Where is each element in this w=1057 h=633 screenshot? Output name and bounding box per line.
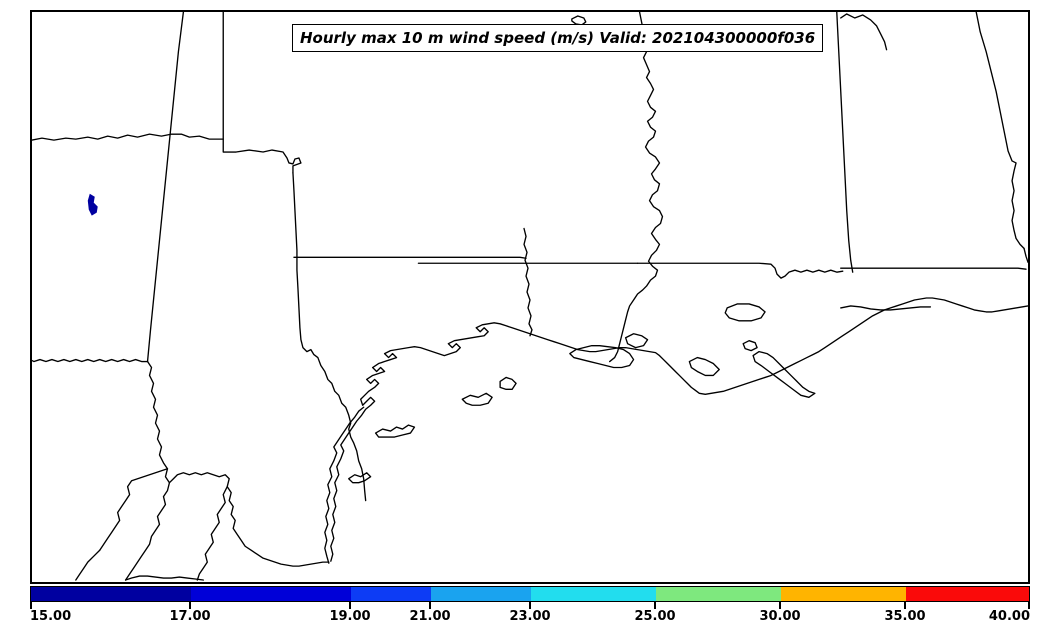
border-mississippi-alabama [836, 12, 854, 273]
colorbar-segment-23-25 [531, 587, 656, 601]
border-louisiana-texas-sabine [523, 227, 533, 337]
border-texas-oklahoma-panhandle [222, 12, 302, 174]
border-alabama-georgia [975, 12, 1025, 250]
colorbar-segment-30-35 [781, 587, 906, 601]
boundary-lines-group [32, 12, 1028, 581]
colorbar-tick-label: 15.00 [30, 609, 72, 624]
border-texas-red-river [292, 172, 367, 502]
colorbar-segment-19-21 [351, 587, 431, 601]
coastline-texas-barrier-islands [324, 406, 365, 564]
colorbar-segment-21-23 [431, 587, 531, 601]
colorbar-tick-label: 40.00 [988, 609, 1030, 624]
colorbar: 15.00 17.00 19.00 21.00 23.00 25.00 30.00 35.00… [30, 586, 1030, 633]
coastline-lake-pontchartrain [724, 303, 766, 322]
colorbar-segment-17-19 [191, 587, 351, 601]
colorbar-tick-label: 35.00 [884, 609, 926, 624]
border-alabama-florida-north [840, 267, 1027, 270]
border-mexico-state-south-line [124, 575, 204, 581]
colorbar-tick-marks [30, 602, 1030, 609]
colorbar-tick [779, 602, 781, 609]
coastline-mississippi-sound-islands [840, 305, 932, 311]
coastline-barataria-bay [688, 356, 720, 377]
map-boundaries-svg [32, 12, 1028, 581]
coastline-galveston-bay [461, 392, 493, 406]
colorbar-tick-label: 25.00 [634, 609, 676, 624]
border-usa-mexico-rio-grande [32, 358, 149, 363]
coastline-vermilion-bay [624, 333, 649, 349]
colorbar-tick-label: 23.00 [509, 609, 551, 624]
border-florida-panhandle-edge [1023, 247, 1028, 263]
colorbar-tick [349, 602, 351, 609]
coastline-mississippi-delta [752, 350, 816, 398]
colorbar-tick-label: 19.00 [329, 609, 371, 624]
colorbar-tick [654, 602, 656, 609]
map-title-text: Hourly max 10 m wind speed (m/s) Valid: … [300, 29, 816, 47]
border-mexico-state-inner-west [99, 468, 169, 551]
colorbar-tick-labels: 15.00 17.00 19.00 21.00 23.00 25.00 30.00 35.00… [30, 609, 1030, 631]
colorbar-tick [904, 602, 906, 609]
coastline-louisiana-marsh [569, 344, 635, 369]
colorbar-tick [529, 602, 531, 609]
map-panel: Hourly max 10 m wind speed (m/s) Valid: … [30, 10, 1030, 584]
border-mexico-state-coahuila-nuevoleon [124, 482, 171, 581]
map-title-box: Hourly max 10 m wind speed (m/s) Valid: … [292, 24, 824, 52]
coastline-corpus-christi-bay [348, 472, 372, 484]
colorbar-tick [1028, 602, 1030, 609]
colorbar-tick [30, 602, 32, 609]
border-mexico-state-southwest-line [75, 549, 101, 581]
coastline-sabine-lake [499, 376, 517, 391]
colorbar-tick [189, 602, 191, 609]
border-new-mexico-texas [146, 12, 185, 363]
colorbar-segment-25-30 [656, 587, 781, 601]
coastline-gulf-of-mexico [330, 297, 1028, 562]
border-oklahoma-arkansas-horizontal [293, 256, 527, 259]
border-oklahoma-north [32, 133, 224, 141]
colorbar-tick [429, 602, 431, 609]
colorbar-segment-15-17 [31, 587, 191, 601]
coastline-matagorda-bay [374, 424, 416, 438]
feature-lake-upper-mid [571, 15, 587, 26]
border-arkansas-mississippi-river [609, 12, 664, 363]
wind-speed-blob-west-texas [87, 193, 98, 216]
border-mississippi-louisiana-south [636, 262, 844, 279]
colorbar-tick-label: 30.00 [759, 609, 801, 624]
border-mexico-state-tamaulipas-inner [196, 485, 228, 581]
coastline-small-island-gulf [742, 340, 758, 352]
wind-speed-data-layer [87, 193, 98, 216]
colorbar-gradient-strip [30, 586, 1030, 602]
border-mexico-rio-grande-south [146, 360, 330, 567]
feature-island-top-right [840, 13, 888, 51]
colorbar-tick-label: 17.00 [169, 609, 211, 624]
colorbar-segment-35-40 [906, 587, 1029, 601]
colorbar-tick-label: 21.00 [409, 609, 451, 624]
